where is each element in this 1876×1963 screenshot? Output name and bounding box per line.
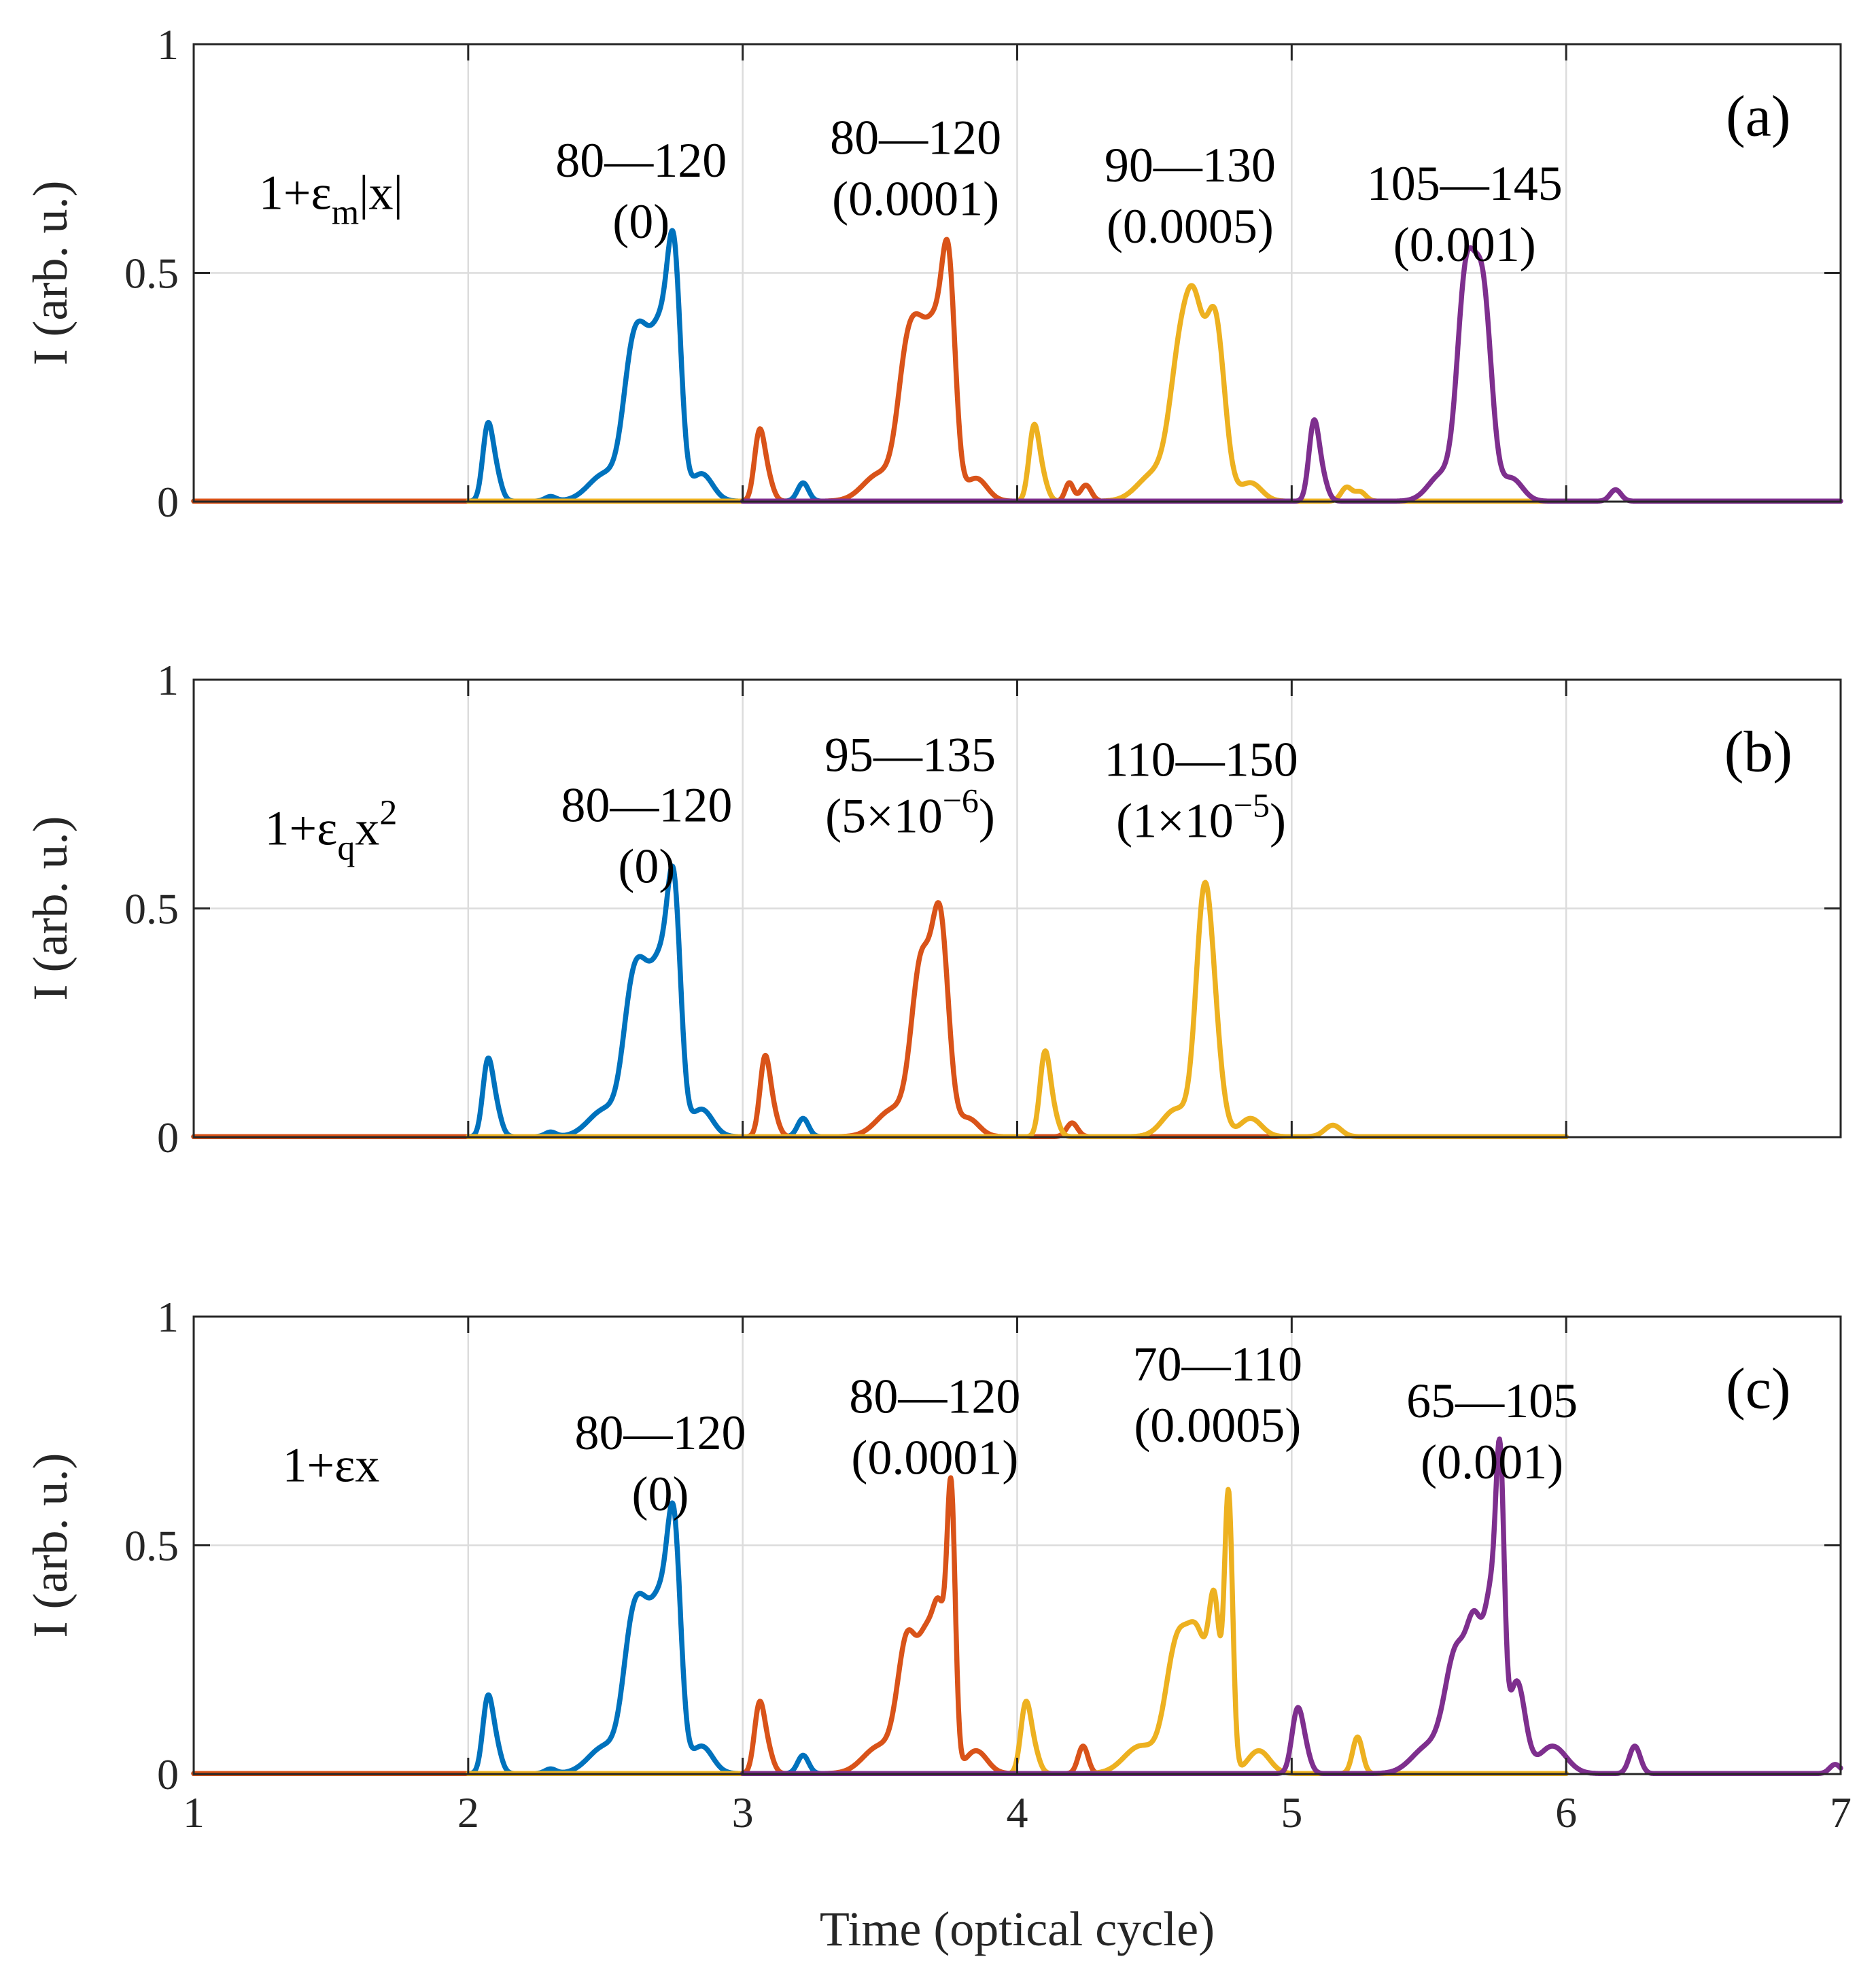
x-tick-label: 1 bbox=[183, 1788, 205, 1837]
annotation-range: 80—120 bbox=[575, 1406, 746, 1460]
series-line-1 bbox=[191, 228, 828, 504]
annotation-param: (0.001) bbox=[1421, 1435, 1563, 1489]
formula-label: 1+εm|x| bbox=[259, 165, 403, 232]
panel-1: 0 0.5 1 I (arb. u.) (a) 1+εm|x| 80—120 (0) 80—12… bbox=[23, 20, 1843, 526]
panel-tag: (a) bbox=[1726, 84, 1790, 149]
annotation-range: 80—120 bbox=[561, 778, 732, 833]
y-axis-label: I (arb. u.) bbox=[23, 181, 77, 366]
annotation-param: (0) bbox=[612, 194, 670, 249]
annotation-range: 80—120 bbox=[849, 1369, 1020, 1423]
annotation-range: 90—130 bbox=[1105, 138, 1276, 192]
series-line-1 bbox=[191, 863, 828, 1140]
annotation-param: (0.0005) bbox=[1134, 1398, 1301, 1453]
x-tick-label: 2 bbox=[457, 1788, 479, 1837]
y-tick-label: 0.5 bbox=[124, 249, 179, 298]
panel-3: 0 0.5 1 1 2 3 4 5 6 7 I (arb. u.) (c) 1+εx 80—120 (0) 8… bbox=[23, 1293, 1852, 1837]
y-tick-label: 0 bbox=[157, 1113, 179, 1162]
y-tick-label: 1 bbox=[157, 20, 179, 69]
annotation-range: 105—145 bbox=[1367, 156, 1563, 211]
x-tick-label: 3 bbox=[732, 1788, 754, 1837]
x-tick-label: 4 bbox=[1007, 1788, 1028, 1837]
y-tick-label: 1 bbox=[157, 656, 179, 704]
y-axis-label: I (arb. u.) bbox=[23, 816, 77, 1001]
annotation-param: (0) bbox=[632, 1467, 689, 1521]
annotation-range: 65—105 bbox=[1406, 1374, 1578, 1428]
y-tick-label: 0.5 bbox=[124, 885, 179, 933]
panel-tag: (b) bbox=[1724, 719, 1792, 784]
y-tick-label: 0 bbox=[157, 1750, 179, 1799]
annotation-range: 95—135 bbox=[824, 728, 996, 782]
formula-label: 1+εqx2 bbox=[264, 793, 397, 867]
annotation-param: (1×10−5) bbox=[1116, 786, 1286, 848]
x-axis-label: Time (optical cycle) bbox=[820, 1902, 1215, 1956]
formula-label: 1+εx bbox=[282, 1438, 379, 1492]
annotation-param: (0.0005) bbox=[1107, 199, 1274, 254]
annotation-param: (5×10−6) bbox=[825, 782, 995, 844]
panel-2: 0 0.5 1 I (arb. u.) (b) 1+εqx2 80—120 (0) 95—135… bbox=[23, 656, 1842, 1162]
annotation-range: 80—120 bbox=[830, 111, 1001, 165]
series-line-2 bbox=[191, 1475, 1102, 1777]
y-tick-label: 0.5 bbox=[124, 1522, 179, 1570]
series-line-2 bbox=[191, 237, 1102, 504]
annotation-param: (0.001) bbox=[1393, 218, 1536, 272]
annotation-range: 70—110 bbox=[1133, 1337, 1302, 1391]
x-tick-label: 6 bbox=[1555, 1788, 1577, 1837]
y-axis-label: I (arb. u.) bbox=[23, 1453, 77, 1638]
annotation-param: (0.0001) bbox=[851, 1430, 1018, 1484]
annotation-param: (0.0001) bbox=[832, 172, 999, 226]
annotation-param: (0) bbox=[618, 839, 675, 894]
annotation-range: 110—150 bbox=[1104, 732, 1298, 786]
x-tick-label: 7 bbox=[1830, 1788, 1852, 1837]
series-line-1 bbox=[191, 1500, 828, 1777]
panel-tag: (c) bbox=[1726, 1356, 1790, 1421]
y-tick-label: 1 bbox=[157, 1293, 179, 1341]
annotation-range: 80—120 bbox=[555, 133, 727, 188]
x-tick-label: 5 bbox=[1281, 1788, 1302, 1837]
y-tick-label: 0 bbox=[157, 478, 179, 526]
